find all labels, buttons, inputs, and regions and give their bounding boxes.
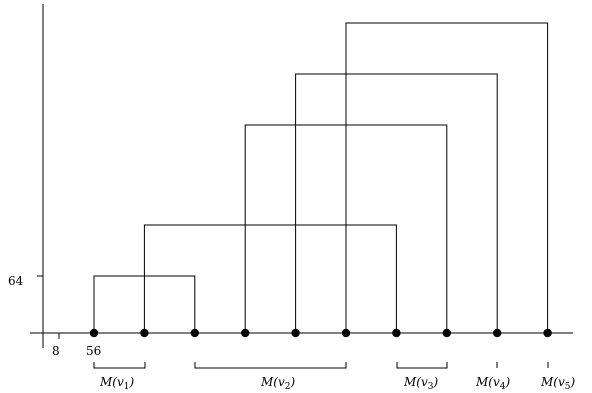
point-2	[140, 328, 149, 338]
y-axis-tick-label: 64	[8, 274, 24, 288]
connector-4	[295, 73, 498, 333]
point-5	[291, 328, 300, 338]
connector-2	[143, 224, 397, 333]
group-bracket-m-v1	[93, 362, 146, 369]
group-label-m-v5: M(v5)	[540, 375, 575, 392]
group-label-m-v4: M(v4)	[475, 375, 510, 392]
connector-5	[345, 22, 549, 333]
point-1	[89, 328, 99, 338]
point-6	[341, 328, 351, 338]
point-8	[442, 328, 451, 338]
group-label-m-v1: M(v1)	[99, 375, 134, 392]
point-layer	[89, 328, 552, 338]
point-7	[392, 328, 401, 338]
group-bracket-m-v3	[396, 362, 448, 369]
point-4	[241, 328, 250, 338]
group-bracket-m-v2	[194, 362, 347, 369]
x-axis-tick-label-8: 8	[52, 344, 60, 358]
point-9	[493, 328, 502, 338]
connector-layer	[93, 22, 549, 333]
group-label-m-v3: M(v3)	[403, 375, 438, 392]
point-3	[190, 328, 199, 338]
group-label-m-v2: M(v2)	[260, 375, 295, 392]
x-axis-tick-label-56: 56	[86, 344, 101, 358]
point-10	[543, 328, 552, 338]
